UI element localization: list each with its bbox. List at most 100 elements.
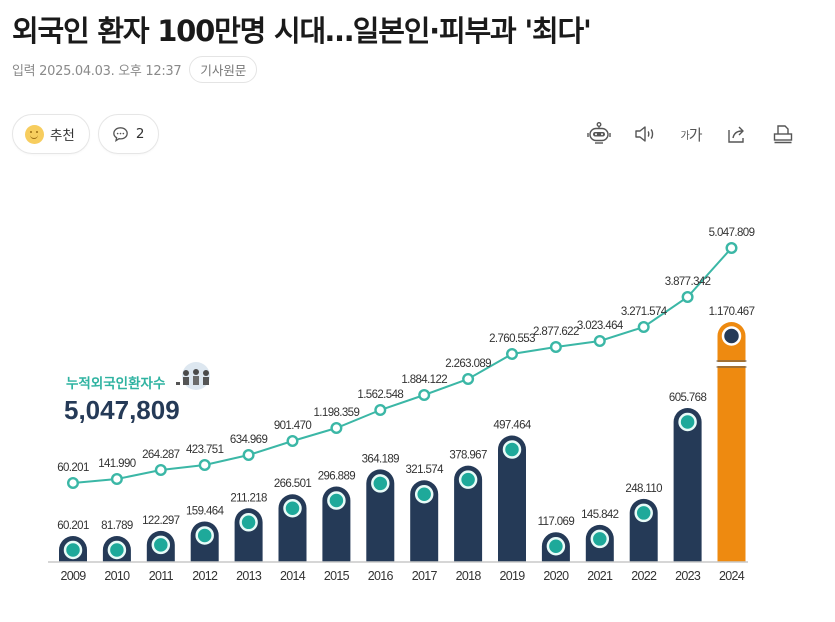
line-point-2011 — [154, 464, 167, 477]
robot-summary-icon — [587, 122, 611, 144]
original-article-link[interactable]: 기사원문 — [189, 56, 258, 83]
published-date: 입력 2025.04.03. 오후 12:37 — [12, 64, 182, 79]
line-point-2019 — [506, 347, 519, 360]
bar-value-label-2021: 145.842 — [581, 509, 619, 521]
article-title: 외국인 환자 100만명 시대…일본인·피부과 '최다' — [12, 14, 592, 48]
cumulative-total: 5,047,809 — [64, 395, 180, 425]
bar-dot-2015 — [327, 491, 346, 510]
print-icon — [773, 125, 793, 144]
bar-dot-2010 — [107, 540, 127, 560]
line-value-label-2011: 264.287 — [142, 449, 180, 461]
x-tick-2017: 2017 — [412, 569, 438, 583]
line-point-2021 — [593, 334, 606, 347]
x-tick-2010: 2010 — [104, 569, 130, 583]
x-tick-2021: 2021 — [587, 569, 613, 583]
line-value-label-2010: 141.990 — [98, 458, 136, 470]
line-value-label-2022: 3.271.574 — [621, 306, 668, 318]
comment-button[interactable]: 2 — [97, 114, 160, 154]
bar-value-label-2011: 122.297 — [142, 515, 180, 527]
line-point-2020 — [549, 340, 562, 353]
line-point-2022 — [637, 320, 650, 333]
line-point-2015 — [330, 421, 343, 434]
line-value-label-2009: 60.201 — [57, 462, 89, 474]
x-tick-2016: 2016 — [368, 569, 394, 583]
print-button[interactable] — [769, 120, 797, 148]
x-tick-2012: 2012 — [192, 569, 218, 583]
axis-break-mark — [716, 362, 747, 366]
line-value-label-2019: 2.760.553 — [489, 333, 535, 345]
bar-value-label-2010: 81.789 — [101, 520, 133, 532]
line-point-2014 — [286, 435, 299, 448]
line-point-2017 — [418, 388, 431, 401]
bar-value-label-2020: 117.069 — [538, 516, 575, 528]
tts-button[interactable] — [631, 120, 659, 148]
bar-2024 — [717, 322, 746, 562]
reaction-bar: 추천 2 — [12, 114, 160, 154]
line-value-label-2016: 1.562.548 — [357, 389, 403, 401]
bar-value-label-2022: 248.110 — [625, 483, 662, 495]
line-point-2024 — [725, 241, 738, 254]
article-meta: 입력 2025.04.03. 오후 12:37 기사원문 — [12, 56, 258, 83]
bar-dot-2021 — [590, 529, 610, 549]
bar-value-label-2014: 266.501 — [274, 478, 312, 490]
infographic-chart: 누적외국인환자수 5,047,809 60.201 81.789 122.297 15… — [48, 227, 755, 583]
line-point-2009 — [66, 477, 79, 490]
x-tick-2014: 2014 — [280, 569, 306, 583]
bar-dot-2014 — [283, 498, 302, 518]
line-point-2023 — [681, 290, 694, 303]
x-axis-labels: 2009 2010 2011 2012 2013 2014 2015 2016 2017 2018… — [60, 569, 745, 583]
line-value-label-2012: 423.751 — [186, 444, 224, 456]
bar-dot-2019 — [502, 440, 522, 459]
bar-dot-2011 — [151, 535, 171, 555]
share-icon — [728, 126, 744, 143]
font-size-small-label: 가 — [680, 130, 689, 142]
recommend-label: 추천 — [50, 128, 75, 144]
bar-dot-2013 — [239, 513, 258, 532]
bar-dot-2023 — [678, 412, 697, 432]
comment-count: 2 — [135, 126, 145, 142]
x-tick-2013: 2013 — [236, 569, 262, 583]
x-tick-2009: 2009 — [60, 569, 86, 583]
line-value-label-2024: 5.047.809 — [709, 227, 755, 239]
line-value-label-2021: 3.023.464 — [577, 320, 624, 332]
x-tick-2022: 2022 — [631, 569, 657, 583]
recommend-button[interactable]: 추천 — [12, 114, 90, 154]
bar-dot-2017 — [414, 484, 434, 504]
line-series: 60.201 141.990 264.287 423.751 634.969 901.47… — [57, 227, 755, 490]
line-point-2013 — [242, 449, 255, 462]
patients-illustration-icon — [176, 362, 210, 390]
x-tick-2020: 2020 — [543, 569, 569, 583]
line-point-2012 — [198, 459, 211, 472]
bar-dot-2020 — [546, 536, 566, 556]
bar-2019 — [498, 435, 526, 562]
bar-value-label-2024: 1.170.467 — [709, 306, 755, 318]
bar-series: 60.201 81.789 122.297 159.464 211.218 266.501… — [57, 306, 755, 562]
cumulative-line — [72, 247, 733, 484]
smile-icon — [25, 124, 44, 144]
line-point-2018 — [462, 372, 475, 385]
bar-2023 — [673, 408, 702, 562]
share-button[interactable] — [723, 120, 751, 148]
bar-dot-2012 — [195, 526, 214, 545]
line-point-2016 — [374, 403, 387, 416]
bar-value-label-2009: 60.201 — [57, 520, 89, 532]
line-point-2010 — [110, 473, 123, 486]
speaker-icon — [635, 126, 654, 142]
bar-dot-2009 — [63, 540, 83, 560]
bar-dot-2024 — [721, 326, 742, 346]
line-value-label-2013: 634.969 — [230, 434, 268, 446]
x-tick-2019: 2019 — [499, 569, 525, 583]
summary-button[interactable] — [585, 120, 613, 148]
line-value-label-2018: 2.263.089 — [445, 358, 491, 370]
bar-2017 — [410, 480, 439, 562]
bar-dot-2018 — [458, 470, 478, 489]
bar-2016 — [366, 469, 395, 562]
bar-2018 — [454, 465, 483, 562]
font-size-large-label: 가 — [688, 125, 703, 144]
bar-value-label-2013: 211.218 — [230, 492, 267, 504]
line-value-label-2023: 3.877.342 — [665, 276, 711, 288]
bar-value-label-2019: 497.464 — [493, 420, 532, 432]
bar-value-label-2023: 605.768 — [669, 392, 707, 404]
